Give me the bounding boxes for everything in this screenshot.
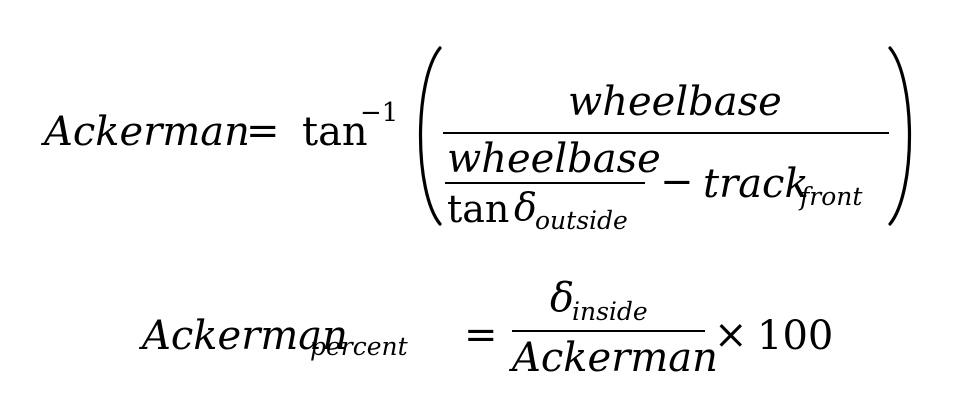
eq1-inner-fraction-bar [445,182,645,184]
eq1-lhs: Ackerman [44,109,250,155]
eq1-inverse-superscript: −1 [360,98,399,128]
eq1-delta-symbol: δ [514,185,537,229]
eq2-lhs: Ackerman [142,313,348,359]
eq2-denominator: Ackerman [512,335,718,381]
eq1-tan-function: tan [302,109,368,155]
eq2-fraction-bar [512,330,705,332]
eq2-delta-symbol: δ [550,275,575,321]
left-parenthesis [418,46,442,226]
eq2-delta-subscript: inside [572,297,648,326]
eq1-minus-sign: − [660,159,694,205]
eq1-track-subscript: front [800,182,863,211]
eq1-delta-subscript: outside [535,206,628,235]
eq1-main-fraction-bar [443,132,889,134]
eq2-times-sign: × [714,312,748,358]
eq1-inner-tan-function: tan [447,187,510,231]
eq2-equals-sign: = [464,312,498,358]
right-parenthesis [888,46,912,226]
eq1-track-term: track [703,161,809,207]
eq1-inner-numerator: wheelbase [447,136,661,182]
eq1-equals-sign: = [246,108,280,154]
eq2-lhs-subscript: percent [310,332,408,361]
eq1-numerator: wheelbase [568,79,782,125]
eq2-factor: 100 [757,313,834,359]
